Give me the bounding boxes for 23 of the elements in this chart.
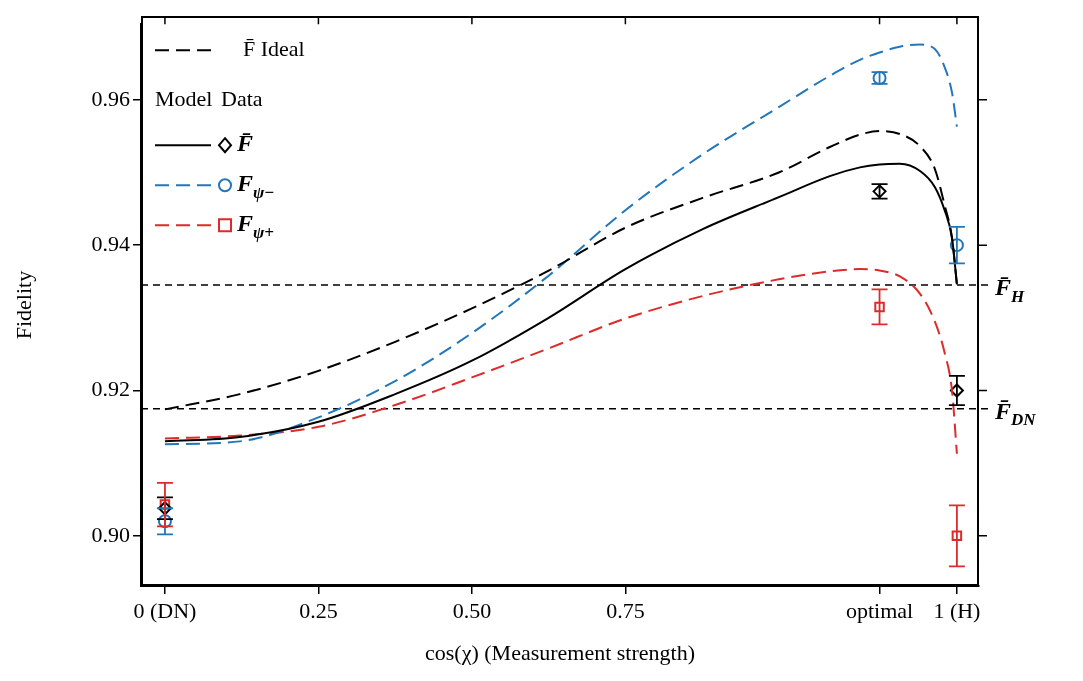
annotation: Data [221, 85, 263, 111]
y-tick-label: 0.90 [91, 521, 130, 547]
point [949, 383, 964, 398]
y-tick-label: 0.94 [91, 230, 130, 256]
y-tick-label: 0.96 [91, 85, 130, 111]
point [951, 530, 963, 542]
x-tick-label: 0.75 [606, 597, 645, 623]
x-tick-label: 0.50 [452, 597, 492, 623]
point [874, 301, 885, 313]
point [157, 514, 172, 529]
legend-label: F̄ Ideal [243, 35, 305, 61]
legend-label: F̄ [236, 130, 254, 157]
x-tick-label: optimal [845, 597, 914, 623]
y-tick-label: 0.92 [91, 376, 130, 402]
point [949, 238, 964, 253]
x-tick-label: 0.25 [299, 597, 338, 623]
annotation: Model [155, 85, 213, 111]
y-axis-title: Fidelity [10, 270, 36, 340]
point [159, 499, 171, 510]
x-tick-label: 1 (H) [933, 597, 981, 623]
x-axis-title: cos(χ) (Measurement strength) [425, 639, 696, 665]
point [157, 501, 172, 516]
x-tick-label: 0 (DN) [133, 597, 197, 623]
